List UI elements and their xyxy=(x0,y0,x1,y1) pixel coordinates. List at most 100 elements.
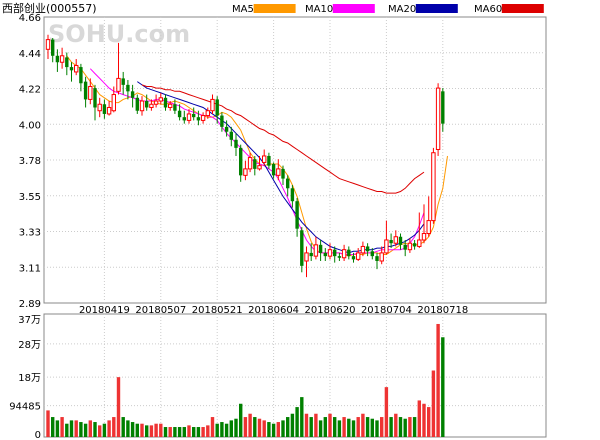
volume-bar-up xyxy=(206,425,210,437)
date-tick-label: 20180521 xyxy=(192,305,243,316)
candle-body-down xyxy=(135,97,139,111)
legend-label-ma20: MA20 xyxy=(388,4,416,15)
ma-line-ma60 xyxy=(141,84,425,194)
volume-bar-up xyxy=(98,425,102,437)
volume-bar-up xyxy=(112,417,116,437)
candle-body-up xyxy=(116,77,121,92)
volume-tick-label: 0 xyxy=(35,430,41,440)
candle-body-up xyxy=(88,85,93,100)
price-tick-label: 3.11 xyxy=(19,263,41,274)
volume-bar-down xyxy=(318,420,323,437)
volume-bar-up xyxy=(248,413,252,437)
candle-body-down xyxy=(318,244,323,253)
volume-bar-down xyxy=(441,337,445,437)
candle-body-down xyxy=(229,131,233,140)
legend-swatch-ma60 xyxy=(501,4,544,13)
volume-bar-down xyxy=(253,417,257,437)
volume-bar-down xyxy=(370,418,374,437)
candle-body-up xyxy=(243,168,248,176)
volume-bar-down xyxy=(65,423,69,437)
candle-body-up xyxy=(417,239,422,247)
volume-bar-down xyxy=(412,417,417,437)
volume-bar-down xyxy=(309,417,313,437)
volume-bar-up xyxy=(88,420,92,437)
volume-bar-up xyxy=(116,377,121,437)
candle-body-up xyxy=(205,110,211,117)
legend-label-ma60: MA60 xyxy=(474,4,502,15)
candle-body-up xyxy=(200,115,206,121)
volume-bar-down xyxy=(403,418,407,437)
candle-body-down xyxy=(239,147,243,176)
legend-label-ma5: MA5 xyxy=(232,4,254,15)
volume-bar-down xyxy=(79,422,83,437)
volume-bar-up xyxy=(74,420,78,437)
candle-body-up xyxy=(426,220,431,235)
date-tick-label: 20180718 xyxy=(417,305,468,316)
legend-swatch-ma20 xyxy=(415,4,458,13)
volume-bar-down xyxy=(121,417,125,437)
volume-bar-up xyxy=(210,417,215,437)
volume-bar-down xyxy=(286,417,290,437)
volume-bar-up xyxy=(168,427,172,437)
volume-bar-up xyxy=(380,417,384,437)
candle-body-down xyxy=(300,230,304,266)
ma-line-ma20 xyxy=(137,81,425,254)
volume-bar-down xyxy=(83,423,88,437)
price-tick-label: 3.78 xyxy=(19,156,41,167)
candle-body-up xyxy=(379,252,384,262)
volume-bar-down xyxy=(347,418,351,437)
volume-bar-down xyxy=(93,422,97,437)
date-tick-label: 20180507 xyxy=(135,305,186,316)
volume-bar-down xyxy=(51,417,55,437)
volume-bar-down xyxy=(375,420,379,437)
candle-body-up xyxy=(421,233,427,241)
candle-body-down xyxy=(337,256,342,258)
volume-bar-down xyxy=(323,417,327,437)
candle-body-down xyxy=(441,91,445,124)
volume-bar-up xyxy=(257,418,262,437)
volume-bar-down xyxy=(135,423,139,437)
candle-body-down xyxy=(271,164,276,176)
candle-body-down xyxy=(215,99,219,116)
candle-body-down xyxy=(79,67,83,84)
candle-body-down xyxy=(333,249,337,257)
candle-body-down xyxy=(126,84,130,92)
volume-bar-up xyxy=(276,422,280,437)
volume-bar-up xyxy=(356,417,360,437)
candle-body-up xyxy=(360,245,366,254)
candle-body-down xyxy=(224,126,229,132)
candle-body-down xyxy=(267,155,271,166)
volume-bar-down xyxy=(239,403,243,437)
candle-body-up xyxy=(276,168,281,176)
volume-bar-down xyxy=(196,427,201,437)
candle-body-down xyxy=(375,256,379,261)
volume-bar-up xyxy=(304,413,309,437)
volume-bar-down xyxy=(234,418,238,437)
volume-bar-up xyxy=(140,423,144,437)
volume-bar-down xyxy=(126,420,130,437)
volume-bar-down xyxy=(300,397,304,437)
volume-tick-label: 37万 xyxy=(18,315,41,326)
price-tick-label: 4.22 xyxy=(19,85,41,96)
moving-average-lines xyxy=(66,55,448,257)
price-tick-label: 3.33 xyxy=(19,228,41,239)
volume-bar-up xyxy=(107,420,111,437)
volume-bar-up xyxy=(60,417,64,437)
volume-bar-down xyxy=(182,427,186,437)
volume-bar-down xyxy=(389,417,393,437)
date-tick-label: 20180604 xyxy=(248,305,299,316)
price-axis: 4.66 4.44 4.22 4.00 3.78 3.55 3.33 3.11 2.89 xyxy=(19,13,41,310)
date-tick-label: 20180419 xyxy=(79,305,130,316)
volume-bar-up xyxy=(154,423,158,437)
volume-bar-up xyxy=(417,400,421,437)
volume-bar-down xyxy=(177,427,182,437)
price-grid xyxy=(44,17,546,303)
candle-body-down xyxy=(196,117,201,121)
candle-body-up xyxy=(304,252,309,262)
volume-bar-up xyxy=(159,423,163,437)
volume-bar-up xyxy=(408,417,412,437)
candle-body-up xyxy=(384,239,389,254)
candle-body-down xyxy=(177,110,182,118)
volume-bar-down xyxy=(337,420,342,437)
